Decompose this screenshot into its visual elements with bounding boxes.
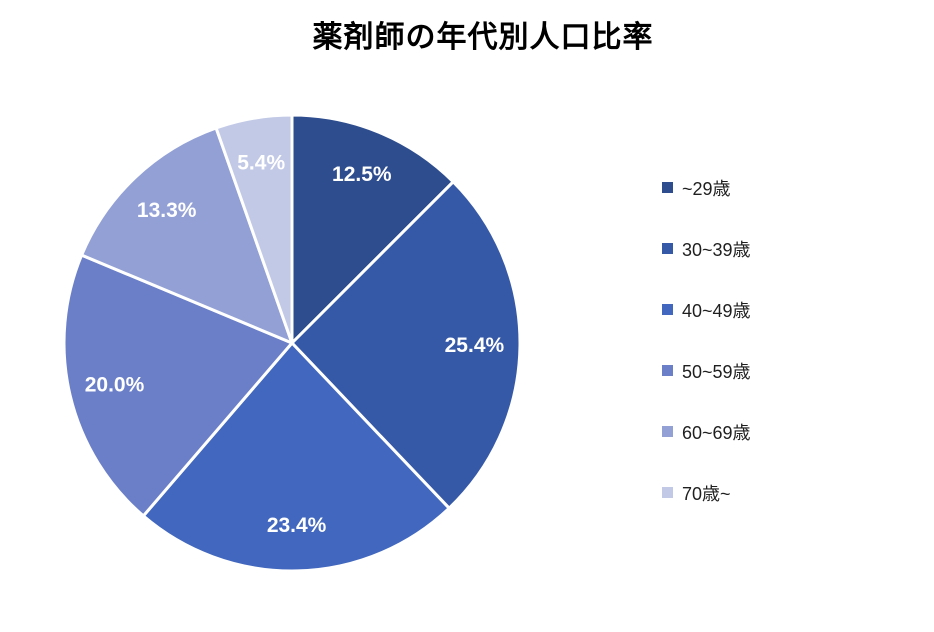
- legend-swatch-icon: [662, 304, 673, 315]
- legend-item: 70歳~: [662, 483, 751, 504]
- legend-label: 70歳~: [682, 483, 731, 504]
- slice-label-60~69歳: 13.3%: [137, 199, 197, 222]
- legend-label: ~29歳: [682, 178, 731, 199]
- legend-label: 50~59歳: [682, 361, 751, 382]
- legend-item: 60~69歳: [662, 422, 751, 443]
- legend-item: 40~49歳: [662, 300, 751, 321]
- pie-slice-70歳~: [214, 113, 294, 345]
- legend-swatch-icon: [662, 365, 673, 376]
- slice-label-50~59歳: 20.0%: [85, 374, 145, 397]
- pie-slice-30~39歳: [290, 180, 522, 510]
- chart-legend: ~29歳 30~39歳 40~49歳 50~59歳 60~69歳 70歳~: [662, 178, 751, 504]
- slice-label-40~49歳: 23.4%: [267, 514, 327, 537]
- legend-label: 40~49歳: [682, 300, 751, 321]
- legend-item: 50~59歳: [662, 361, 751, 382]
- legend-label: 60~69歳: [682, 422, 751, 443]
- slice-label-30~39歳: 25.4%: [445, 334, 505, 357]
- chart-title: 薬剤師の年代別人口比率: [312, 21, 654, 54]
- pie-slice-40~49歳: [141, 341, 451, 573]
- slice-label-70歳~: 5.4%: [237, 152, 285, 175]
- legend-item: ~29歳: [662, 178, 751, 199]
- legend-item: 30~39歳: [662, 239, 751, 260]
- legend-swatch-icon: [662, 243, 673, 254]
- legend-swatch-icon: [662, 487, 673, 498]
- pie-slice-60~69歳: [80, 126, 294, 345]
- legend-label: 30~39歳: [682, 239, 751, 260]
- legend-swatch-icon: [662, 426, 673, 437]
- slice-label-~29歳: 12.5%: [332, 163, 392, 186]
- legend-swatch-icon: [662, 182, 673, 193]
- pie-slice-~29歳: [290, 113, 455, 345]
